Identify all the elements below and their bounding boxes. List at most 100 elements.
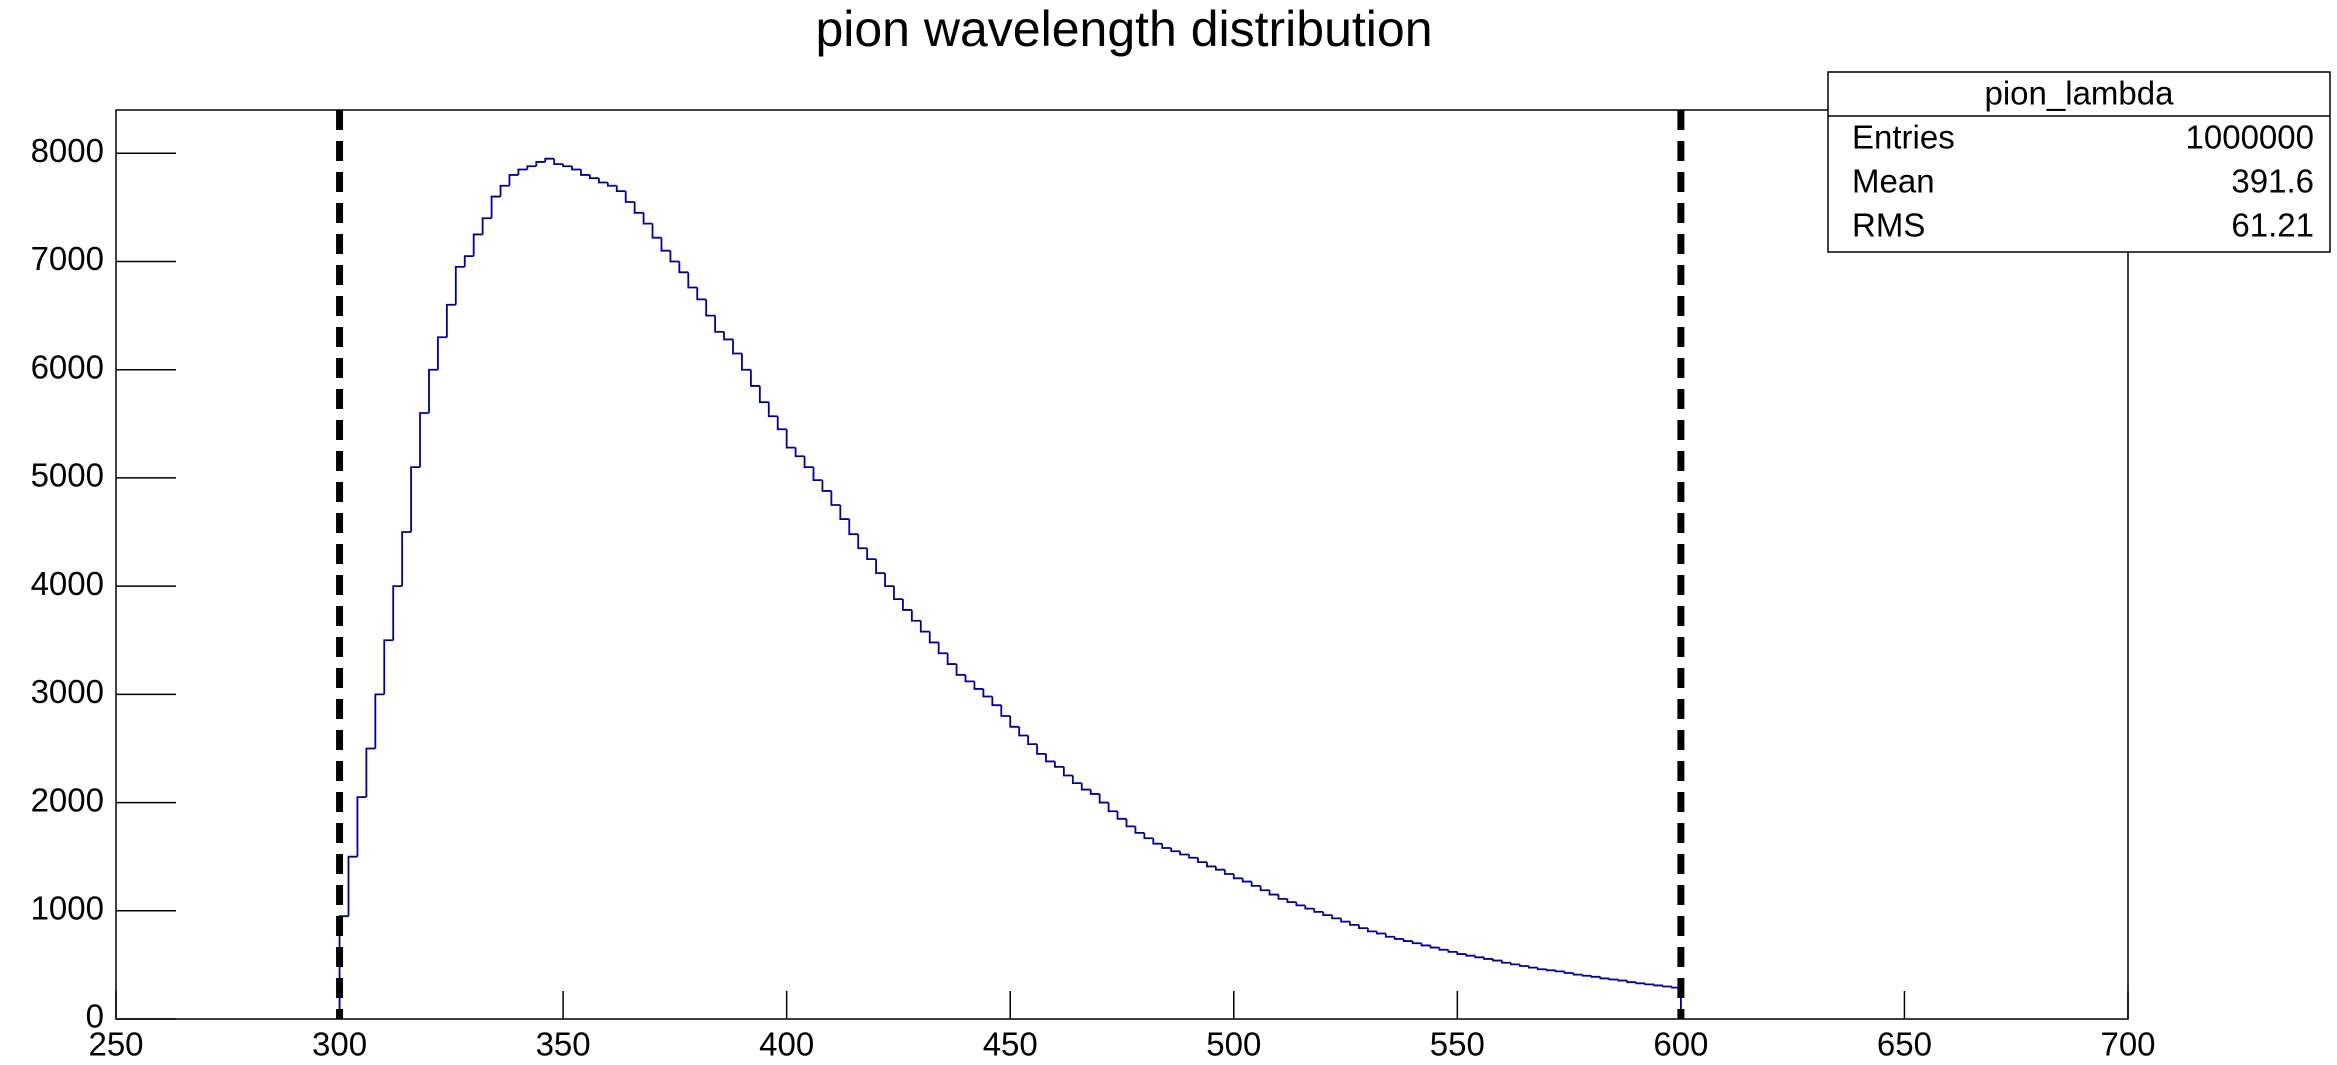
histogram-bin [910, 609, 921, 622]
histogram-bin [562, 164, 573, 168]
histogram-bin [973, 681, 984, 690]
histogram-bin [1483, 957, 1494, 960]
histogram-bin [875, 559, 886, 575]
histogram-bin [1027, 735, 1038, 746]
stats-label: RMS [1852, 207, 1925, 244]
histogram-bin [571, 166, 581, 171]
histogram-bin [1179, 851, 1190, 856]
histogram-bin [1170, 848, 1181, 853]
histogram-bin [1393, 936, 1404, 940]
histogram-bin [1080, 783, 1091, 791]
histogram-bin [1626, 980, 1637, 984]
histogram-bin [1465, 954, 1476, 957]
stats-label: Entries [1852, 119, 1955, 156]
x-tick-label: 550 [1430, 1026, 1485, 1063]
x-tick-label: 300 [312, 1026, 367, 1063]
stats-label: Mean [1852, 163, 1935, 200]
histogram-bin [1527, 965, 1538, 969]
stats-value: 1000000 [2186, 119, 2314, 156]
y-tick-label: 0 [86, 998, 104, 1035]
histogram-bin [1447, 949, 1458, 953]
histogram-bin [1349, 921, 1359, 926]
histogram-bin [580, 169, 590, 176]
histogram-bin [1071, 775, 1082, 784]
histogram-bin [1438, 947, 1449, 951]
histogram-bin [1501, 960, 1511, 964]
histogram-bin [991, 696, 1002, 707]
histogram-bin [606, 182, 617, 187]
histogram-bin [624, 191, 635, 203]
histogram-bin [642, 212, 653, 225]
histogram-bin [1572, 973, 1583, 976]
histogram-bin [1519, 964, 1529, 967]
histogram-bin [410, 466, 421, 533]
histogram-bin [794, 447, 805, 458]
histogram-bin [1331, 915, 1342, 920]
histogram-bin [1152, 838, 1163, 845]
histogram-bin [1367, 928, 1377, 933]
histogram-bin [1223, 869, 1234, 875]
histogram-bin [597, 178, 608, 184]
histogram-bin [1214, 866, 1225, 871]
histogram-bin [1554, 970, 1565, 973]
histogram-bin [490, 195, 501, 219]
histogram-bin [535, 161, 546, 167]
histogram-bin [1286, 898, 1297, 904]
histogram-bin [1143, 832, 1154, 840]
histogram-bin [1456, 951, 1467, 955]
histogram-bin [1009, 716, 1020, 728]
histogram-bin [508, 174, 519, 186]
histogram-bin [1653, 984, 1663, 987]
histogram-bin [1590, 975, 1601, 978]
histogram-bin [1608, 978, 1619, 981]
histogram-bin [1161, 843, 1172, 849]
histogram-bin [365, 747, 376, 798]
histogram-bin [803, 456, 814, 469]
histogram-bin [383, 639, 394, 695]
histogram-bin [1617, 979, 1628, 982]
histogram-bin [928, 631, 939, 644]
histogram-bin [1259, 885, 1270, 892]
y-tick-label: 3000 [31, 673, 104, 710]
histogram-bin [857, 534, 868, 550]
histogram-bin [1581, 974, 1592, 977]
histogram-bin [1304, 905, 1315, 910]
histogram-bin [1089, 789, 1100, 795]
histogram-bin [1402, 938, 1413, 942]
x-tick-label: 450 [983, 1026, 1038, 1063]
histogram-bin [1107, 802, 1118, 813]
histogram-bin [848, 519, 859, 536]
histogram-bin [732, 339, 742, 355]
histogram-bin [1492, 958, 1503, 962]
histogram-bin [1635, 982, 1646, 985]
histogram-bin [1045, 753, 1055, 763]
y-tick-label: 4000 [31, 565, 104, 602]
histogram-bin [1125, 818, 1136, 828]
histogram-bin [419, 412, 429, 468]
histogram-bin [866, 548, 877, 560]
histogram-bin [356, 796, 367, 857]
histogram-bin [1054, 761, 1064, 768]
histogram-bin [1000, 705, 1011, 717]
chart-title: pion wavelength distribution [815, 1, 1432, 57]
histogram-bin [660, 237, 671, 252]
x-tick-label: 350 [536, 1026, 591, 1063]
histogram-bin [678, 261, 689, 274]
histogram-bin [517, 168, 528, 175]
x-tick-label: 400 [759, 1026, 814, 1063]
histogram-bin [1411, 941, 1422, 945]
histogram-bin [955, 664, 966, 676]
histogram-bin [669, 250, 680, 263]
x-tick-label: 250 [88, 1026, 143, 1063]
histogram-bin [696, 287, 707, 301]
histogram-bin [714, 315, 725, 333]
histogram-bin [401, 531, 412, 587]
stats-value: 61.21 [2231, 207, 2314, 244]
histogram-bin [481, 217, 492, 235]
histogram-bin [1206, 862, 1216, 868]
histogram-bin [1510, 962, 1520, 966]
histogram-bin [919, 620, 930, 633]
histogram-bin [544, 157, 555, 162]
histogram-bin [615, 185, 626, 193]
histogram-bin [1241, 878, 1252, 883]
